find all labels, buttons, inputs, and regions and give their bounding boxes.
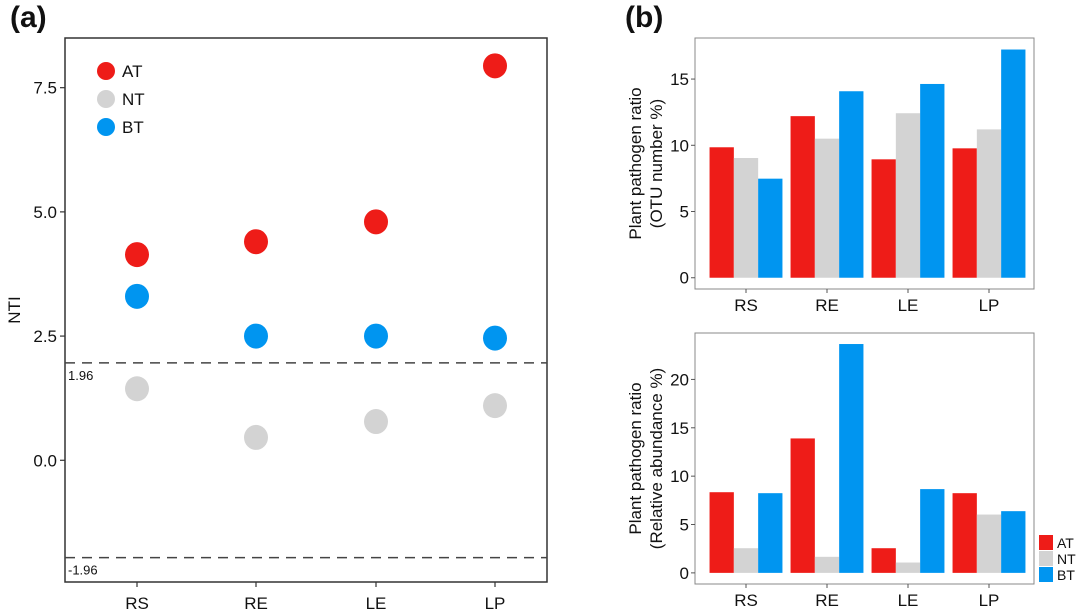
x-tick-label: RS (734, 591, 758, 610)
data-point-at (244, 229, 268, 255)
plot-frame (64, 37, 548, 583)
bar-at (790, 438, 815, 573)
y-tick-label: 10 (670, 467, 689, 486)
legend-label: BT (1057, 567, 1075, 583)
data-point-bt (125, 283, 149, 309)
x-tick-label: LE (366, 594, 387, 610)
y-tick-label: 0.0 (33, 451, 57, 470)
legend-swatch-bt (1039, 567, 1053, 582)
plot-frame (694, 37, 1035, 290)
bar-nt (733, 548, 759, 573)
bar-bt (839, 344, 864, 573)
bar-bt (920, 83, 945, 278)
nti-scatter-panel: NTI 0.0 2.5 5.0 7.5 RS RE LE LP 1.96 -1.96 AT NT… (5, 37, 548, 610)
y-tick-label: 5 (680, 516, 689, 535)
bar-nt (895, 113, 921, 278)
data-point-nt (364, 409, 388, 435)
y-tick-label: 10 (670, 136, 689, 155)
bar-bt (839, 91, 864, 278)
legend-label: NT (122, 90, 145, 109)
y-axis-label-line2: (OTU number %) (647, 99, 666, 228)
bar-at (709, 147, 734, 278)
x-tick-label: RS (125, 594, 149, 610)
y-tick-label: 0 (680, 269, 689, 288)
x-tick-label: RS (734, 296, 758, 315)
reference-line-label: -1.96 (68, 563, 98, 578)
bar-nt (814, 138, 840, 278)
x-tick-label: LP (979, 296, 1000, 315)
data-point-bt (364, 323, 388, 349)
y-tick-label: 5 (680, 203, 689, 222)
bar-nt (733, 158, 759, 278)
data-point-bt (483, 325, 507, 351)
y-tick-label: 0 (680, 564, 689, 583)
y-axis-label-line1: Plant pathogen ratio (626, 382, 645, 534)
legend-marker-nt (97, 90, 115, 108)
legend-swatch-nt (1039, 551, 1053, 566)
bar-nt (976, 129, 1002, 278)
data-point-nt (483, 393, 507, 419)
y-tick-label: 7.5 (33, 79, 57, 98)
legend-marker-at (97, 62, 115, 80)
bar-nt (976, 514, 1002, 573)
panel-label-b: (b) (625, 1, 663, 34)
y-tick-label: 15 (670, 419, 689, 438)
x-tick-label: LP (979, 591, 1000, 610)
bar-nt (814, 556, 840, 573)
bar-at (871, 159, 896, 278)
x-tick-label: RE (815, 296, 839, 315)
data-point-nt (244, 424, 268, 450)
bar-bt (1001, 511, 1026, 573)
y-tick-label: 15 (670, 70, 689, 89)
data-point-at (483, 53, 507, 79)
y-tick-label: 20 (670, 370, 689, 389)
y-tick-label: 5.0 (33, 203, 57, 222)
x-tick-label: RE (244, 594, 268, 610)
legend-swatch-at (1039, 535, 1053, 550)
bar-bt (758, 178, 783, 278)
bar-at (952, 148, 977, 278)
y-axis-label-line2: (Relative abundance %) (647, 368, 666, 549)
y-tick-label: 2.5 (33, 327, 57, 346)
y-axis-label-line1: Plant pathogen ratio (626, 87, 645, 239)
legend-marker-bt (97, 118, 115, 136)
x-tick-label: LP (485, 594, 506, 610)
legend-label: AT (122, 62, 142, 81)
bar-at (871, 548, 896, 573)
bar-at (790, 116, 815, 278)
plot-frame (694, 332, 1035, 585)
reference-line-label: 1.96 (68, 368, 93, 383)
legend-label: AT (1057, 535, 1074, 551)
panel-label-a: (a) (10, 1, 47, 34)
relative-abundance-bar-panel: Plant pathogen ratio (Relative abundance … (626, 332, 1076, 610)
y-axis-label: NTI (5, 296, 24, 323)
x-tick-label: LE (898, 296, 919, 315)
data-point-bt (244, 323, 268, 349)
bar-at (952, 493, 977, 573)
bar-bt (758, 493, 783, 573)
otu-number-bar-panel: Plant pathogen ratio (OTU number %) 0 5 10 1… (626, 37, 1035, 315)
legend-label: NT (1057, 551, 1076, 567)
bar-at (709, 492, 734, 573)
bar-bt (920, 489, 945, 573)
x-tick-label: LE (898, 591, 919, 610)
data-point-at (125, 242, 149, 268)
x-tick-label: RE (815, 591, 839, 610)
data-point-nt (125, 376, 149, 402)
bar-bt (1001, 49, 1026, 278)
data-point-at (364, 209, 388, 235)
legend-label: BT (122, 118, 144, 137)
bar-nt (895, 562, 921, 573)
